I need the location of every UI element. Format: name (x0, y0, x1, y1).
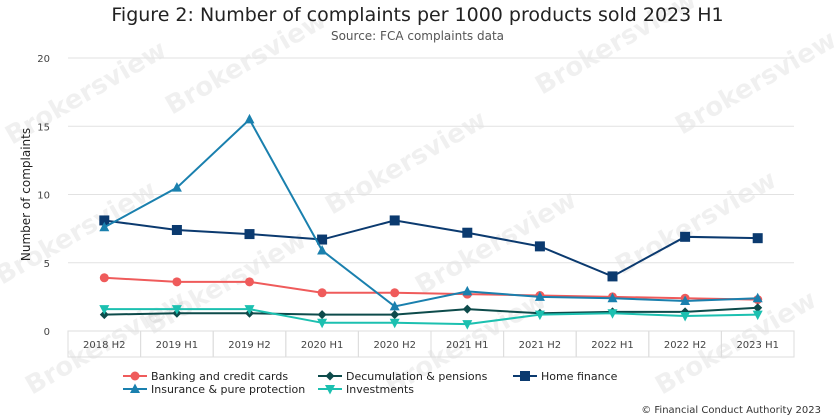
x-tick-label: 2023 H1 (736, 340, 779, 351)
data-point-3 (752, 292, 763, 303)
x-tick-label: 2018 H2 (83, 340, 126, 351)
data-point-2 (317, 234, 328, 245)
data-point-4 (99, 305, 110, 315)
data-point-1 (317, 310, 327, 320)
legend-marker (520, 371, 530, 381)
data-point-1 (390, 310, 400, 320)
legend-marker (325, 371, 335, 381)
x-tick-label: 2019 H2 (228, 340, 271, 351)
y-tick-label: 0 (44, 327, 50, 338)
watermark-text: Brokersview (670, 25, 835, 141)
data-point-4 (680, 311, 691, 322)
series-line-4 (104, 308, 758, 326)
y-axis-label: Number of complaints (19, 128, 33, 261)
chart-subtitle: Source: FCA complaints data (330, 29, 505, 43)
data-point-4 (171, 305, 182, 315)
x-tick-label: 2021 H1 (446, 340, 489, 351)
legend-marker (325, 385, 335, 395)
legend-label: Banking and credit cards (151, 370, 288, 383)
x-tick-label: 2022 H1 (591, 340, 634, 351)
data-point-3 (462, 285, 473, 296)
data-point-3 (389, 300, 400, 311)
data-point-1 (753, 303, 763, 313)
watermark-text: Brokersview (530, 0, 701, 101)
x-tick-label: 2020 H1 (301, 340, 344, 351)
data-point-0 (245, 277, 254, 287)
data-point-3 (244, 113, 255, 124)
series-line-1 (104, 306, 758, 316)
data-point-2 (462, 227, 473, 238)
data-point-0 (390, 288, 400, 298)
data-point-0 (99, 273, 109, 283)
data-point-4 (534, 310, 545, 321)
data-point-0 (172, 277, 182, 287)
legend-label: Home finance (541, 370, 618, 383)
data-point-3 (534, 291, 545, 301)
data-point-4 (752, 310, 763, 321)
series-line-2 (104, 219, 758, 278)
series-line-3 (103, 117, 758, 308)
legend-label: Insurance & pure protection (151, 383, 305, 396)
x-category-cell (720, 330, 795, 358)
legend-label: Investments (346, 383, 414, 396)
copyright-credit: © Financial Conduct Authority 2023 (641, 405, 821, 416)
y-tick-label: 15 (37, 122, 50, 133)
y-tick-label: 20 (37, 54, 50, 65)
legend-marker (130, 371, 140, 381)
data-point-2 (99, 215, 110, 226)
data-point-3 (171, 182, 182, 192)
data-point-2 (534, 241, 545, 252)
y-tick-label: 5 (44, 259, 50, 270)
data-point-4 (244, 305, 255, 315)
data-point-3 (607, 292, 618, 303)
watermark-text: Brokersview (320, 105, 491, 221)
data-point-4 (462, 320, 473, 330)
data-point-3 (680, 295, 691, 305)
data-point-4 (607, 309, 618, 319)
data-point-3 (317, 244, 328, 255)
legend-label: Decumulation & pensions (346, 370, 488, 383)
legend-marker (130, 383, 140, 393)
data-point-2 (680, 231, 691, 242)
watermark-text: Brokersview (410, 185, 581, 301)
data-point-2 (752, 233, 763, 244)
data-point-4 (317, 318, 328, 329)
data-point-1 (462, 304, 472, 314)
y-tick-label: 10 (37, 191, 50, 202)
data-point-2 (607, 271, 618, 282)
series-line-0 (104, 276, 758, 301)
x-tick-label: 2020 H2 (373, 340, 416, 351)
data-point-2 (389, 215, 400, 226)
x-tick-label: 2019 H1 (156, 340, 199, 351)
chart-title: Figure 2: Number of complaints per 1000 … (111, 4, 724, 26)
watermark-text: Brokersview (160, 5, 331, 121)
data-point-2 (244, 229, 255, 240)
x-tick-label: 2022 H2 (664, 340, 707, 351)
data-point-0 (317, 288, 327, 298)
data-point-3 (99, 221, 110, 232)
data-point-2 (171, 224, 182, 235)
x-tick-label: 2021 H2 (519, 340, 562, 351)
data-point-4 (389, 318, 400, 329)
